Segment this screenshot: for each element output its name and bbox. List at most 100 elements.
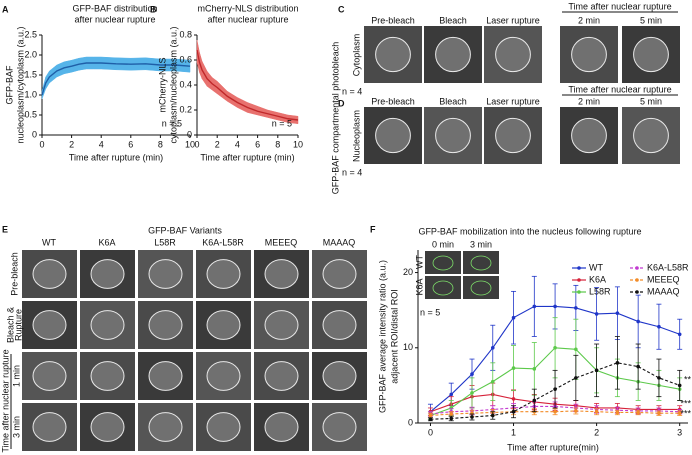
column-label: 5 min	[640, 15, 662, 25]
row-label: Cytoplasm	[351, 34, 361, 77]
marker	[574, 409, 578, 413]
marker	[636, 319, 640, 324]
inset-label: 3 min	[470, 239, 492, 249]
inset-nucleus	[432, 280, 454, 296]
marker	[553, 304, 557, 309]
marker	[594, 312, 599, 316]
nucleus	[148, 412, 183, 442]
nucleus	[495, 117, 531, 154]
nucleus	[435, 36, 471, 73]
column-label: K6A-L58R	[202, 237, 244, 247]
marker	[615, 361, 620, 365]
marker	[511, 315, 516, 320]
marker	[428, 413, 433, 418]
nucleus	[322, 310, 357, 340]
x-axis-label: Time after rupture (min)	[200, 152, 294, 162]
marker	[636, 364, 640, 369]
x-tick-label: 2	[69, 139, 74, 149]
marker	[490, 413, 495, 418]
y-tick-label: 20	[403, 267, 413, 277]
nucleus	[90, 412, 125, 442]
panel-letter: A	[2, 4, 9, 14]
chart-title: after nuclear rupture	[207, 14, 288, 24]
column-label: K6A	[98, 237, 115, 247]
nucleus	[375, 117, 411, 154]
chart-title: GFP-BAF mobilization into the nucleus fo…	[418, 226, 641, 236]
x-tick-label: 2	[594, 427, 599, 437]
y-axis-label: cytoplasm/nucleoplasm (a.u.)	[168, 26, 178, 143]
annotation: ***	[680, 398, 691, 408]
y-axis-label: GFP-BAF	[4, 65, 14, 105]
legend-label: WT	[589, 262, 603, 272]
row-label: Bleach &	[5, 307, 15, 343]
marker	[490, 379, 495, 384]
marker	[470, 415, 474, 419]
x-tick-label: 2	[215, 139, 220, 149]
nucleus	[148, 259, 183, 289]
x-axis-label: Time after rupture(min)	[507, 442, 599, 452]
chart-title: after nuclear rupture	[74, 14, 155, 24]
column-label: Pre-bleach	[371, 15, 415, 25]
panel-letter: E	[2, 224, 8, 234]
marker	[428, 417, 433, 422]
nucleus	[571, 36, 607, 73]
nucleus	[90, 310, 125, 340]
nucleus	[206, 361, 241, 391]
nucleus	[90, 259, 125, 289]
nucleus	[322, 412, 357, 442]
nucleus	[633, 117, 669, 154]
group-label: Time after nuclear rupture	[0, 349, 10, 452]
y-axis-label: GFP-BAF average intensity ratio (a.u.)	[377, 260, 387, 413]
chart-title: mCherry-NLS distribution	[197, 3, 298, 13]
marker	[677, 411, 682, 416]
x-tick-label: 8	[275, 139, 280, 149]
nucleus	[264, 412, 299, 442]
marker	[449, 416, 454, 421]
marker	[532, 398, 537, 403]
marker	[470, 372, 474, 376]
marker	[677, 383, 682, 388]
inset-image	[425, 251, 461, 274]
nucleus	[264, 259, 299, 289]
nucleus	[375, 36, 411, 73]
series-line	[41, 62, 191, 96]
y-axis-label: adjacent ROI/distal ROI	[389, 289, 399, 384]
column-label: L58R	[154, 237, 176, 247]
y-tick-label: 10	[403, 342, 413, 352]
annotation: **	[684, 374, 692, 384]
column-label: Pre-bleach	[371, 96, 415, 106]
legend-marker	[577, 278, 581, 282]
y-tick-label: 0	[408, 417, 413, 427]
x-axis-label: Time after rupture (min)	[69, 152, 163, 162]
column-label: 5 min	[640, 96, 662, 106]
legend-label: MAAAQ	[647, 286, 680, 296]
y-tick-label: 0	[187, 129, 192, 139]
marker	[553, 345, 557, 350]
x-tick-label: 10	[293, 139, 303, 149]
inset-image	[463, 276, 499, 299]
legend-marker	[577, 290, 581, 294]
nucleus	[435, 117, 471, 154]
panel-letter: B	[150, 4, 157, 14]
marker	[615, 311, 620, 315]
legend-marker	[635, 290, 639, 294]
marker	[511, 397, 516, 401]
nucleus	[495, 36, 531, 73]
legend-marker	[635, 278, 639, 282]
nucleus	[148, 310, 183, 340]
nucleus	[633, 36, 669, 73]
row-label: 1 min	[11, 365, 21, 387]
nucleus	[32, 412, 67, 442]
nucleus	[264, 310, 299, 340]
n-label: n = 4	[342, 86, 362, 96]
x-tick-label: 0	[39, 139, 44, 149]
inset-nucleus	[432, 255, 454, 271]
x-tick-label: 3	[677, 427, 682, 437]
x-tick-label: 1	[511, 427, 516, 437]
marker	[636, 410, 640, 415]
column-label: MEEEQ	[265, 237, 298, 247]
marker	[449, 412, 454, 416]
column-label: 2 min	[578, 15, 600, 25]
y-tick-label: 0	[32, 129, 37, 139]
